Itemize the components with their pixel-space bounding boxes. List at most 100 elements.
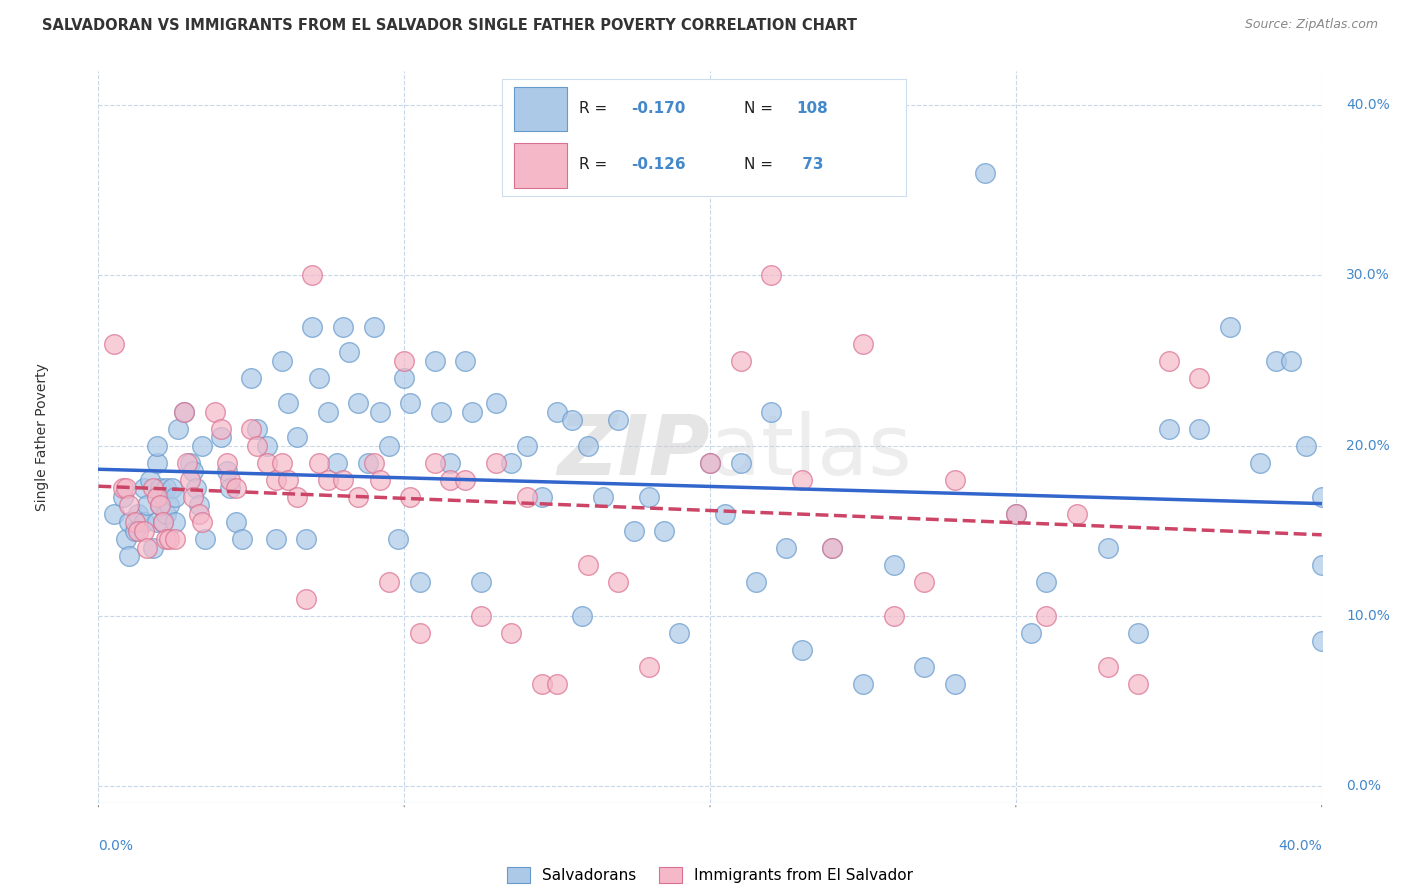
Point <box>530 677 553 691</box>
Point <box>134 515 156 529</box>
Point <box>332 473 354 487</box>
Point <box>368 404 391 418</box>
Point <box>790 642 813 657</box>
Point <box>439 456 461 470</box>
Point <box>145 490 167 504</box>
Point <box>127 507 149 521</box>
Point <box>637 490 661 504</box>
Point <box>759 268 782 283</box>
Point <box>124 524 146 538</box>
Point <box>163 490 186 504</box>
Point <box>124 515 146 529</box>
Point <box>1157 353 1180 368</box>
Point <box>1019 625 1042 640</box>
Point <box>516 490 538 504</box>
Point <box>1066 507 1088 521</box>
Point <box>974 166 997 180</box>
Point <box>186 481 208 495</box>
Point <box>408 574 430 589</box>
Point <box>759 404 782 418</box>
Point <box>1128 677 1150 691</box>
Point <box>264 532 287 546</box>
Point <box>149 498 172 512</box>
Point <box>149 498 172 512</box>
Point <box>240 421 263 435</box>
Point <box>163 532 186 546</box>
Point <box>852 336 875 351</box>
Point <box>1310 634 1333 648</box>
Point <box>215 456 238 470</box>
Point <box>188 507 211 521</box>
Point <box>356 456 378 470</box>
Text: 10.0%: 10.0% <box>1346 608 1391 623</box>
Point <box>285 430 308 444</box>
Point <box>181 464 204 478</box>
Point <box>561 413 583 427</box>
Point <box>136 541 159 555</box>
Point <box>790 473 813 487</box>
Point <box>194 532 217 546</box>
Point <box>1219 319 1241 334</box>
Point <box>912 574 935 589</box>
Point <box>191 515 214 529</box>
Point <box>225 481 247 495</box>
Point <box>699 456 721 470</box>
Point <box>470 574 492 589</box>
Point <box>454 473 477 487</box>
Point <box>301 268 323 283</box>
Text: 0.0%: 0.0% <box>1346 779 1381 793</box>
Point <box>142 541 165 555</box>
Point <box>607 413 630 427</box>
Legend: Salvadorans, Immigrants from El Salvador: Salvadorans, Immigrants from El Salvador <box>506 867 914 883</box>
Point <box>256 456 278 470</box>
Text: atlas: atlas <box>710 411 911 492</box>
Point <box>387 532 409 546</box>
Text: 0.0%: 0.0% <box>98 839 134 854</box>
Text: 30.0%: 30.0% <box>1346 268 1391 283</box>
Point <box>699 456 721 470</box>
Point <box>1188 421 1211 435</box>
Point <box>277 473 299 487</box>
Point <box>378 439 401 453</box>
Point <box>1188 370 1211 384</box>
Point <box>571 608 593 623</box>
Point <box>118 549 141 563</box>
Y-axis label: Single Father Poverty: Single Father Poverty <box>35 363 49 511</box>
Point <box>149 481 172 495</box>
Point <box>576 439 599 453</box>
Point <box>115 532 138 546</box>
Point <box>136 498 159 512</box>
Point <box>1310 558 1333 572</box>
Point <box>337 345 360 359</box>
Point <box>188 498 211 512</box>
Point <box>219 473 242 487</box>
Point <box>308 370 330 384</box>
Point <box>714 507 737 521</box>
Point <box>103 507 125 521</box>
Point <box>745 574 768 589</box>
Point <box>152 515 174 529</box>
Point <box>399 490 422 504</box>
Point <box>145 515 167 529</box>
Point <box>111 481 134 495</box>
Point <box>191 439 214 453</box>
Point <box>145 439 167 453</box>
Point <box>1097 659 1119 673</box>
Point <box>179 473 201 487</box>
Point <box>155 507 177 521</box>
Point <box>264 473 287 487</box>
Point <box>160 481 183 495</box>
Point <box>439 473 461 487</box>
Point <box>1128 625 1150 640</box>
Point <box>546 404 568 418</box>
Point <box>115 481 138 495</box>
Point <box>637 659 661 673</box>
Point <box>1157 421 1180 435</box>
Point <box>270 353 292 368</box>
Point <box>883 558 905 572</box>
Point <box>852 677 875 691</box>
Point <box>730 353 752 368</box>
Point <box>219 481 242 495</box>
Point <box>1310 490 1333 504</box>
Point <box>176 456 198 470</box>
